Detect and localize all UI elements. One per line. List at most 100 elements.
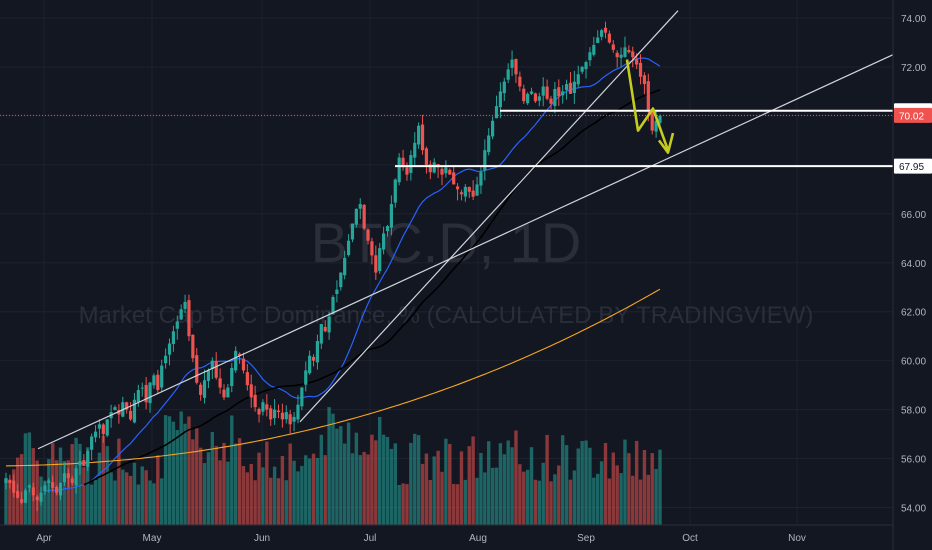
volume-bar <box>124 472 129 525</box>
candle-body <box>350 223 355 240</box>
volume-bar <box>471 436 475 525</box>
trendline-steep <box>299 10 679 423</box>
volume-bar <box>117 438 121 525</box>
candle-body <box>74 468 78 486</box>
volume-bar <box>631 475 635 525</box>
candle-body <box>635 59 639 65</box>
y-tick-label: 56.00 <box>901 455 926 466</box>
volume-bar <box>148 480 152 525</box>
candle-body <box>455 186 460 190</box>
volume-bar <box>627 453 631 525</box>
volume-bar <box>62 460 67 525</box>
candle-body <box>522 88 526 102</box>
volume-bar <box>459 451 464 525</box>
candle-body <box>370 241 374 256</box>
volume-bar <box>654 468 658 525</box>
candle-body <box>541 86 545 96</box>
candle-body <box>265 404 269 410</box>
price-label-text: 70.02 <box>899 111 924 122</box>
volume-bar <box>350 453 355 525</box>
volume-bar <box>436 450 440 525</box>
volume-bar <box>557 465 561 525</box>
candle-body <box>561 91 565 96</box>
candle-body <box>273 409 277 419</box>
volume-bar <box>78 443 82 525</box>
volume-bar <box>210 432 215 525</box>
trendline-lower <box>37 54 894 450</box>
candle-body <box>230 367 234 387</box>
volume-bar <box>638 479 643 525</box>
volume-bar <box>432 456 436 525</box>
y-tick-label: 58.00 <box>901 406 926 417</box>
volume-bar <box>101 435 106 525</box>
volume-bar <box>634 440 639 525</box>
candle-body <box>175 321 179 329</box>
volume-bar <box>553 474 557 525</box>
volume-bar <box>346 422 351 525</box>
volume-bar <box>319 434 324 525</box>
volume-bar <box>97 452 102 525</box>
candle-body <box>631 51 635 58</box>
candle-body <box>475 184 479 196</box>
volume-bar <box>43 480 47 525</box>
volume-bar <box>288 443 292 525</box>
volume-bar <box>156 455 160 525</box>
volume-bar <box>385 436 390 525</box>
candle-body <box>160 365 164 388</box>
candle-body <box>245 372 249 386</box>
candle-body <box>319 323 323 344</box>
candle-body <box>315 341 320 363</box>
volume-bar <box>537 480 542 525</box>
candle-body <box>58 483 63 496</box>
volume-bar <box>140 466 144 525</box>
price-label-box <box>894 107 932 123</box>
volume-bar <box>354 432 359 525</box>
candle-body <box>31 487 35 496</box>
volume-bar <box>187 416 191 525</box>
candle-body <box>117 410 121 415</box>
volume-bar <box>490 467 495 525</box>
volume-bar <box>257 452 261 525</box>
volume-bar <box>479 452 483 525</box>
candle-body <box>280 412 284 420</box>
volume-bar <box>121 469 125 525</box>
volume-bar <box>167 416 172 525</box>
candle-body <box>378 248 382 272</box>
candle-body <box>269 408 273 420</box>
volume-bar <box>202 463 207 525</box>
candle-body <box>23 490 28 503</box>
candle-body <box>90 436 94 450</box>
volume-bar <box>66 460 70 525</box>
candle-body <box>553 88 557 106</box>
volume-bar <box>327 407 331 525</box>
candle-body <box>234 350 238 371</box>
candle-body <box>537 96 541 101</box>
volume-bar <box>82 467 86 525</box>
candle-body <box>417 125 421 145</box>
volume-bar <box>416 435 421 525</box>
candle-body <box>132 399 137 423</box>
candle-body <box>19 499 24 503</box>
candle-body <box>491 120 495 137</box>
volume-bar <box>522 471 526 525</box>
candle-body <box>35 496 39 501</box>
volume-bar <box>381 434 386 525</box>
volume-bar <box>323 455 327 525</box>
candle-body <box>261 402 265 412</box>
volume-bar <box>109 472 113 525</box>
volume-bar <box>409 442 413 525</box>
price-label-box <box>894 158 932 174</box>
volume-bar <box>296 471 300 525</box>
volume-bar <box>588 447 592 525</box>
volume-bar <box>424 453 429 525</box>
volume-bar <box>261 467 265 525</box>
candle-body <box>444 167 448 174</box>
candle-body <box>47 480 51 483</box>
candle-body <box>502 81 506 94</box>
y-tick-label: 64.00 <box>901 259 926 270</box>
volume-bar <box>195 427 199 525</box>
candle-body <box>125 402 129 410</box>
volume-bar <box>237 438 242 525</box>
